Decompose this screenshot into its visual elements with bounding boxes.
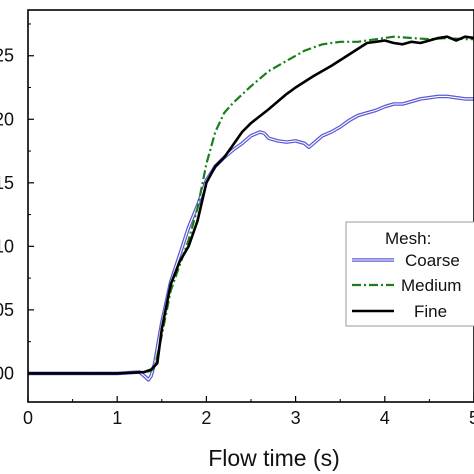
legend-label-coarse: Coarse: [405, 251, 460, 270]
legend-entry-medium: Medium: [352, 276, 461, 295]
x-tick-label: 0: [23, 408, 33, 428]
x-tick-label: 4: [380, 408, 390, 428]
y-tick-label: 00: [0, 363, 14, 383]
x-tick-label: 5: [469, 408, 474, 428]
y-tick-label: 30: [0, 0, 14, 2]
y-tick-label: 10: [0, 236, 14, 256]
x-tick-label: 2: [201, 408, 211, 428]
legend-label-fine: Fine: [414, 302, 447, 321]
legend-title: Mesh:: [385, 229, 431, 248]
series-line-coarse-inner: [28, 95, 474, 381]
series-line-fine: [28, 35, 474, 375]
y-tick-label: 20: [0, 109, 14, 129]
legend: Mesh: Coarse Medium Fine: [345, 221, 474, 327]
y-tick-label: 15: [0, 173, 14, 193]
x-axis-label: Flow time (s): [208, 445, 340, 471]
ticks-layer: 0 1 2 3 4 5 00 05 10 15 20 25 30: [0, 0, 474, 428]
legend-entry-fine: Fine: [352, 302, 447, 321]
plot-frame: [27, 9, 474, 403]
legend-box: [345, 221, 474, 327]
series-layer: [28, 35, 474, 382]
x-tick-label: 3: [291, 408, 301, 428]
x-tick-label: 1: [112, 408, 122, 428]
legend-label-medium: Medium: [401, 276, 461, 295]
y-tick-label: 05: [0, 300, 14, 320]
legend-entry-coarse: Coarse: [352, 251, 460, 270]
y-tick-label: 25: [0, 46, 14, 66]
